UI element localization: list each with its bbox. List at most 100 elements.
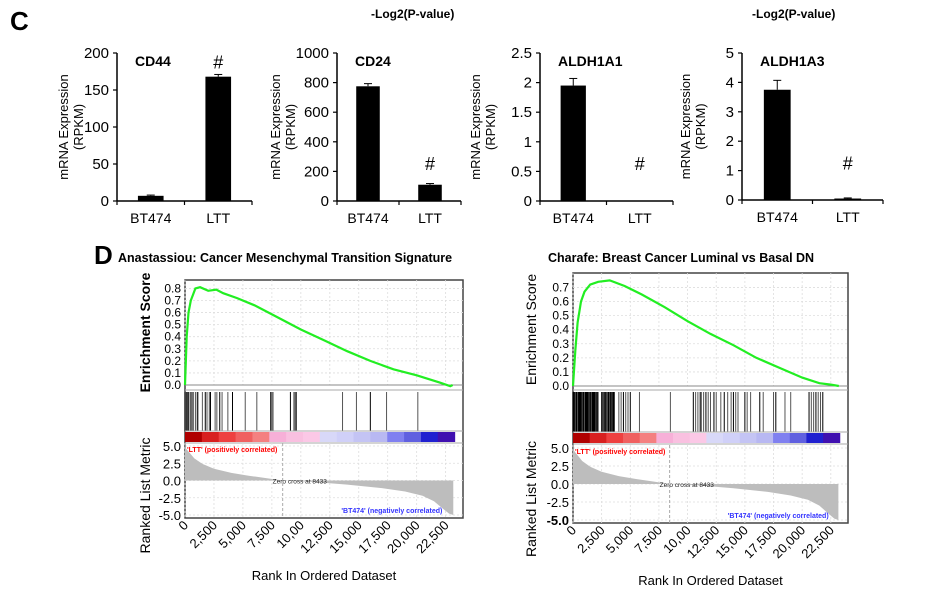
y-tick-label: 200 — [304, 163, 329, 180]
y-tick-label: 1000 — [296, 45, 329, 62]
y-tick-label: 1 — [726, 163, 734, 180]
ranked-metric-area — [185, 447, 454, 515]
x-tick-label: LTT — [628, 210, 652, 226]
significance-marker: # — [425, 154, 435, 174]
metric-tick-label: 5.0 — [551, 441, 569, 456]
zero-cross-label: Zero cross at 8433 — [660, 482, 715, 489]
y-tick-label: 800 — [304, 75, 329, 92]
y-tick-label: 600 — [304, 104, 329, 121]
bar-ltt — [205, 76, 232, 201]
y-tick-label: 4 — [726, 74, 734, 91]
gsea-plot-1: Anastassiou: Cancer Mesenchymal Transiti… — [118, 251, 464, 583]
x-tick-label: BT474 — [757, 209, 798, 225]
rank-color-segment — [286, 432, 304, 442]
rank-color-segment — [387, 432, 405, 442]
rank-color-segment — [404, 432, 422, 442]
rank-color-segment — [806, 433, 824, 443]
y-tick-label: 2 — [524, 75, 532, 92]
es-tick-label: 0.7 — [164, 293, 181, 307]
bar-bt474 — [560, 85, 586, 201]
rank-color-segment — [185, 432, 203, 442]
x-tick-label: 2,500 — [186, 518, 220, 552]
es-tick-label: 0.2 — [552, 351, 569, 365]
metric-tick-label: 2.5 — [163, 456, 181, 471]
x-tick-label: 7,500 — [631, 523, 665, 557]
es-tick-label: 0.3 — [552, 337, 569, 351]
x-axis-label: Rank In Ordered Dataset — [252, 568, 397, 583]
significance-marker: # — [843, 153, 853, 173]
y-tick-label: 50 — [92, 156, 109, 173]
rank-color-segment — [370, 432, 388, 442]
metric-tick-label: -5.0 — [159, 508, 181, 523]
panel-letter-d: D — [94, 240, 113, 270]
bar-ltt — [418, 184, 442, 201]
metric-tick-label: 0.0 — [163, 474, 181, 489]
y-tick-label: 0.5 — [511, 163, 532, 180]
y-tick-label: 5 — [726, 45, 734, 62]
x-tick-label: BT474 — [347, 210, 388, 226]
negative-correlation-label: 'BT474' (negatively correlated) — [728, 513, 829, 520]
es-tick-label: 0.4 — [164, 330, 181, 344]
rank-color-segment — [673, 433, 691, 443]
enrichment-curve — [571, 279, 839, 388]
metric-axis-label: Ranked List Metric — [523, 441, 539, 557]
bar-chart-cd24: 0 200 400 600 800 1000 BT474 LTT # CD24 mRNA Expre… — [268, 45, 462, 226]
rank-color-segment — [269, 432, 287, 442]
rank-color-segment — [706, 433, 724, 443]
hit-block — [573, 392, 599, 432]
rank-color-segment — [437, 432, 456, 442]
rank-color-segment — [789, 433, 807, 443]
es-tick-label: 0.0 — [164, 378, 181, 392]
bar-bt474 — [356, 86, 380, 201]
rank-color-segment — [573, 433, 591, 443]
bar-ltt — [834, 198, 862, 200]
rank-color-segment — [723, 433, 741, 443]
x-tick-label: 5,000 — [215, 518, 249, 552]
positive-correlation-label: 'LTT' (positively correlated) — [187, 447, 277, 454]
chart-title: CD44 — [135, 53, 171, 69]
es-tick-label: 0.1 — [164, 366, 181, 380]
y-tick-label: 2.5 — [511, 45, 532, 62]
x-tick-label: 0 — [175, 518, 191, 534]
metric-axis-label: Ranked List Metric — [137, 438, 153, 554]
rank-color-segment — [353, 432, 371, 442]
positive-correlation-label: 'LTT' (positively correlated) — [575, 449, 665, 456]
y-axis-label: mRNA Expression(RPKM) — [268, 74, 298, 179]
x-tick-label: BT474 — [130, 210, 171, 226]
x-tick-label: LTT — [418, 210, 442, 226]
pvalue-axis-label-2: -Log2(P-value) — [752, 7, 836, 21]
metric-tick-label: 2.5 — [551, 459, 569, 474]
y-tick-label: 2 — [726, 133, 734, 150]
x-tick-label: BT474 — [553, 210, 594, 226]
es-tick-label: 0.1 — [552, 365, 569, 379]
chart-title: ALDH1A3 — [760, 53, 825, 69]
gsea-plot-2: Charafe: Breast Cancer Luminal vs Basal … — [523, 251, 849, 588]
bar-bt474 — [763, 89, 791, 200]
chart-title: ALDH1A1 — [558, 53, 623, 69]
rank-color-segment — [589, 433, 607, 443]
es-tick-label: 0.0 — [552, 379, 569, 393]
es-tick-label: 0.2 — [164, 354, 181, 368]
rank-color-segment — [201, 432, 220, 442]
y-axis-label: mRNA Expression(RPKM) — [468, 74, 498, 179]
ranked-metric-area — [573, 449, 839, 520]
es-axis-label: Enrichment Score — [137, 272, 153, 392]
metric-tick-label: 5.0 — [163, 439, 181, 454]
es-tick-label: 0.6 — [552, 295, 569, 309]
x-tick-label: 5,000 — [603, 523, 637, 557]
rank-color-segment — [319, 432, 338, 442]
es-axis-label: Enrichment Score — [523, 274, 539, 385]
metric-tick-label: -5.0 — [547, 513, 569, 528]
y-tick-label: 1.5 — [511, 104, 532, 121]
x-tick-label: LTT — [206, 210, 230, 226]
bar-ltt — [627, 201, 653, 202]
enrichment-curve — [183, 286, 454, 388]
significance-marker: # — [635, 154, 645, 174]
x-tick-label: 22,500 — [413, 518, 452, 557]
es-tick-label: 0.5 — [164, 318, 181, 332]
rank-color-segment — [623, 433, 641, 443]
rank-color-segment — [739, 433, 757, 443]
gsea-plots: Anastassiou: Cancer Mesenchymal Transiti… — [118, 251, 849, 588]
es-tick-label: 0.5 — [552, 309, 569, 323]
